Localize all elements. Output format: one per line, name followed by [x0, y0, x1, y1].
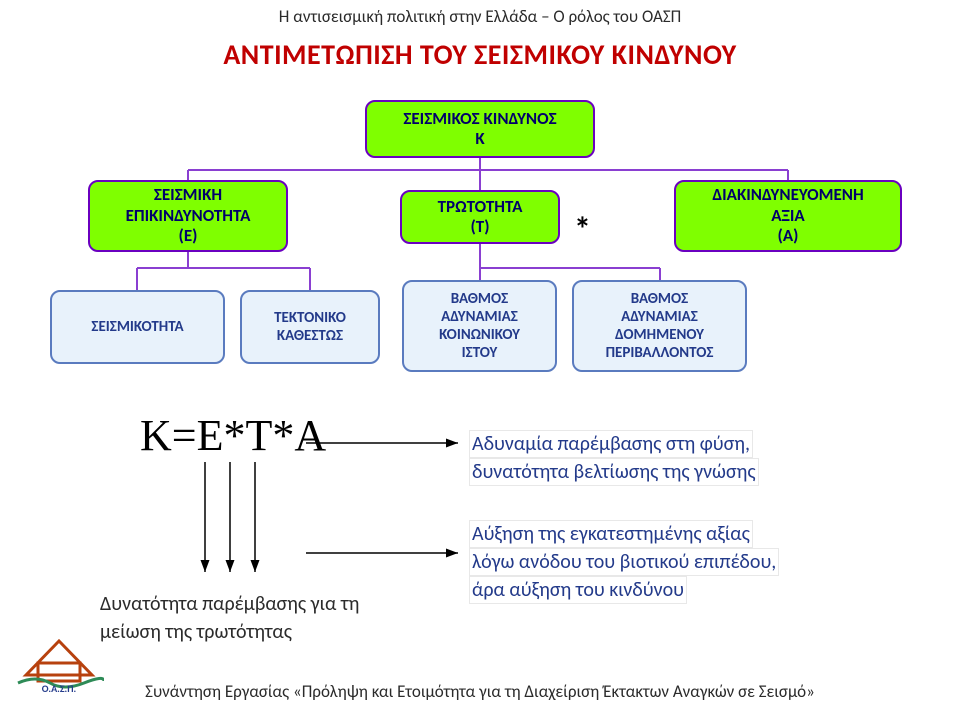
node-l2-3: ΒΑΘΜΟΣ ΑΔΥΝΑΜΙΑΣ ΔΟΜΗΜΕΝΟΥ ΠΕΡΙΒΑΛΛΟΝΤΟΣ: [572, 280, 747, 372]
paragraph-1-line2: δυνατότητα βελτίωσης της γνώσης: [470, 459, 758, 485]
paragraph-2-line3: άρα αύξηση του κινδύνου: [470, 577, 686, 603]
node-l2-1-line2: ΚΑΘΕΣΤΩΣ: [277, 327, 343, 345]
node-l2-2-line3: ΚΟΙΝΩΝΙΚΟΥ: [439, 326, 520, 344]
paragraph-3-line2: μείωση της τρωτότητας: [100, 620, 292, 644]
node-root-line2: Κ: [475, 129, 484, 149]
paragraph-2: Αύξηση της εγκατεστημένης αξίας λόγω ανό…: [470, 520, 778, 604]
node-l1-2: ΔΙΑΚΙΝΔΥΝΕΥΟΜΕΝΗ ΑΞΙΑ (Α): [674, 180, 902, 252]
node-root: ΣΕΙΣΜΙΚΟΣ ΚΙΝΔΥΝΟΣ Κ: [365, 100, 595, 158]
paragraph-3: Δυνατότητα παρέμβασης για τη μείωση της …: [100, 590, 359, 646]
formula-text: Κ=E*T*A: [140, 410, 326, 461]
paragraph-2-line1: Αύξηση της εγκατεστημένης αξίας: [470, 521, 752, 547]
node-l1-1-line1: ΤΡΩΤΟΤΗΤΑ: [438, 197, 523, 217]
node-l1-2-line1: ΔΙΑΚΙΝΔΥΝΕΥΟΜΕΝΗ: [712, 185, 863, 205]
page-footer: Συνάντηση Εργασίας «Πρόληψη και Ετοιμότη…: [0, 681, 960, 702]
page-title: ΑΝΤΙΜΕΤΩΠΙΣΗ ΤΟΥ ΣΕΙΣΜΙΚΟΥ ΚΙΝΔΥΝΟΥ: [0, 27, 960, 72]
node-l1-0: ΣΕΙΣΜΙΚΗ ΕΠΙΚΙΝΔΥΝΟΤΗΤΑ (Ε): [88, 180, 288, 252]
node-l2-2-line2: ΑΔΥΝΑΜΙΑΣ: [441, 308, 518, 326]
node-l2-1: ΤΕΚΤΟΝΙΚΟ ΚΑΘΕΣΤΩΣ: [240, 290, 380, 364]
node-l1-0-line3: (Ε): [179, 226, 198, 246]
page-top-header: Η αντισεισμική πολιτική στην Ελλάδα – Ο …: [0, 0, 960, 27]
node-l2-2-line4: ΙΣΤΟΥ: [462, 344, 498, 362]
node-l2-3-line3: ΔΟΜΗΜΕΝΟΥ: [615, 326, 704, 344]
paragraph-1: Αδυναμία παρέμβασης στη φύση, δυνατότητα…: [470, 430, 758, 486]
paragraph-1-line1: Αδυναμία παρέμβασης στη φύση,: [470, 431, 752, 457]
node-l2-3-line2: ΑΔΥΝΑΜΙΑΣ: [621, 308, 698, 326]
node-l1-2-line2: ΑΞΙΑ: [771, 206, 805, 226]
node-l2-3-line4: ΠΕΡΙΒΑΛΛΟΝΤΟΣ: [606, 344, 714, 362]
node-l2-1-line1: ΤΕΚΤΟΝΙΚΟ: [274, 309, 346, 327]
star-symbol: *: [574, 214, 591, 248]
node-l2-3-line1: ΒΑΘΜΟΣ: [631, 290, 688, 308]
node-l1-1: ΤΡΩΤΟΤΗΤΑ (Τ): [400, 190, 560, 244]
node-l2-0-line1: ΣΕΙΣΜΙΚΟΤΗΤΑ: [91, 318, 183, 336]
paragraph-3-line1: Δυνατότητα παρέμβασης για τη: [100, 592, 359, 616]
node-l1-0-line2: ΕΠΙΚΙΝΔΥΝΟΤΗΤΑ: [126, 206, 251, 226]
paragraph-2-line2: λόγω ανόδου του βιοτικού επιπέδου,: [470, 549, 778, 575]
node-l2-0: ΣΕΙΣΜΙΚΟΤΗΤΑ: [50, 290, 225, 364]
node-l1-2-line3: (Α): [778, 226, 799, 246]
node-l1-0-line1: ΣΕΙΣΜΙΚΗ: [154, 185, 222, 205]
node-l2-2-line1: ΒΑΘΜΟΣ: [451, 290, 508, 308]
node-l2-2: ΒΑΘΜΟΣ ΑΔΥΝΑΜΙΑΣ ΚΟΙΝΩΝΙΚΟΥ ΙΣΤΟΥ: [402, 280, 557, 372]
node-root-line1: ΣΕΙΣΜΙΚΟΣ ΚΙΝΔΥΝΟΣ: [403, 109, 556, 129]
node-l1-1-line2: (Τ): [470, 217, 489, 237]
